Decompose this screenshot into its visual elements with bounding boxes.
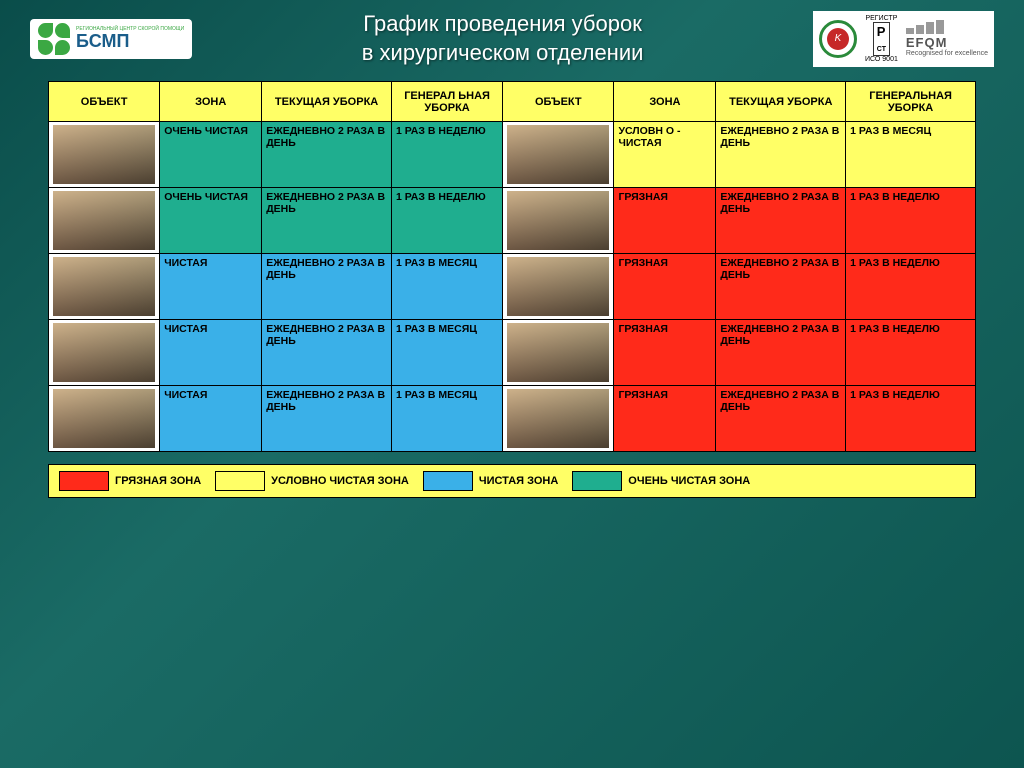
general-cell: 1 РАЗ В МЕСЯЦ <box>391 254 502 320</box>
object-photo <box>503 254 614 320</box>
th-object2: ОБЪЕКТ <box>503 82 614 122</box>
zone-cell: УСЛОВН О - ЧИСТАЯ <box>614 122 716 188</box>
cleaning-schedule-table: ОБЪЕКТ ЗОНА ТЕКУЩАЯ УБОРКА ГЕНЕРАЛ ЬНАЯ … <box>48 81 976 452</box>
efqm-sub: Recognised for excellence <box>906 50 988 57</box>
current-cell: ЕЖЕДНЕВНО 2 РАЗА В ДЕНЬ <box>262 254 392 320</box>
object-photo <box>503 122 614 188</box>
legend-item: ЧИСТАЯ ЗОНА <box>423 471 558 491</box>
object-photo <box>49 320 160 386</box>
legend-swatch <box>59 471 109 491</box>
th-zone2: ЗОНА <box>614 82 716 122</box>
legend-label: ГРЯЗНАЯ ЗОНА <box>115 475 201 487</box>
pct-top: РЕГИСТР <box>865 15 897 22</box>
legend-label: УСЛОВНО ЧИСТАЯ ЗОНА <box>271 475 409 487</box>
legend-item: ГРЯЗНАЯ ЗОНА <box>59 471 201 491</box>
legend-label: ЧИСТАЯ ЗОНА <box>479 475 558 487</box>
header: РЕГИОНАЛЬНЫЙ ЦЕНТР СКОРОЙ ПОМОЩИ БСМП Гр… <box>0 0 1024 73</box>
table-row: ОЧЕНЬ ЧИСТАЯЕЖЕДНЕВНО 2 РАЗА В ДЕНЬ1 РАЗ… <box>49 122 976 188</box>
general-cell: 1 РАЗ В НЕДЕЛЮ <box>391 188 502 254</box>
general-cell: 1 РАЗ В МЕСЯЦ <box>391 320 502 386</box>
legend-label: ОЧЕНЬ ЧИСТАЯ ЗОНА <box>628 475 750 487</box>
logo-title: БСМП <box>76 32 184 50</box>
zone-cell: ГРЯЗНАЯ <box>614 188 716 254</box>
general-cell: 1 РАЗ В НЕДЕЛЮ <box>846 188 976 254</box>
th-current2: ТЕКУЩАЯ УБОРКА <box>716 82 846 122</box>
legend-swatch <box>215 471 265 491</box>
general-cell: 1 РАЗ В МЕСЯЦ <box>846 122 976 188</box>
logo-text: РЕГИОНАЛЬНЫЙ ЦЕНТР СКОРОЙ ПОМОЩИ БСМП <box>76 27 184 50</box>
logo-bsmp: РЕГИОНАЛЬНЫЙ ЦЕНТР СКОРОЙ ПОМОЩИ БСМП <box>30 19 192 59</box>
zone-cell: ГРЯЗНАЯ <box>614 320 716 386</box>
current-cell: ЕЖЕДНЕВНО 2 РАЗА В ДЕНЬ <box>716 320 846 386</box>
current-cell: ЕЖЕДНЕВНО 2 РАЗА В ДЕНЬ <box>716 122 846 188</box>
object-photo <box>49 188 160 254</box>
current-cell: ЕЖЕДНЕВНО 2 РАЗА В ДЕНЬ <box>262 122 392 188</box>
current-cell: ЕЖЕДНЕВНО 2 РАЗА В ДЕНЬ <box>716 188 846 254</box>
th-general: ГЕНЕРАЛ ЬНАЯ УБОРКА <box>391 82 502 122</box>
object-photo <box>503 386 614 452</box>
th-general2: ГЕНЕРАЛЬНАЯ УБОРКА <box>846 82 976 122</box>
general-cell: 1 РАЗ В НЕДЕЛЮ <box>846 320 976 386</box>
object-photo <box>49 254 160 320</box>
quality-badge-icon: K <box>819 20 857 58</box>
legend-swatch <box>423 471 473 491</box>
th-current: ТЕКУЩАЯ УБОРКА <box>262 82 392 122</box>
zone-cell: ГРЯЗНАЯ <box>614 386 716 452</box>
legend-item: УСЛОВНО ЧИСТАЯ ЗОНА <box>215 471 409 491</box>
efqm-text: EFQM <box>906 35 988 50</box>
current-cell: ЕЖЕДНЕВНО 2 РАЗА В ДЕНЬ <box>262 188 392 254</box>
current-cell: ЕЖЕДНЕВНО 2 РАЗА В ДЕНЬ <box>716 254 846 320</box>
zone-cell: ОЧЕНЬ ЧИСТАЯ <box>160 188 262 254</box>
content: ОБЪЕКТ ЗОНА ТЕКУЩАЯ УБОРКА ГЕНЕРАЛ ЬНАЯ … <box>0 73 1024 498</box>
legend-swatch <box>572 471 622 491</box>
clover-icon <box>38 23 70 55</box>
general-cell: 1 РАЗ В НЕДЕЛЮ <box>846 386 976 452</box>
zone-cell: ЧИСТАЯ <box>160 254 262 320</box>
pct-sub: ИСО 9001 <box>865 56 898 63</box>
header-row: ОБЪЕКТ ЗОНА ТЕКУЩАЯ УБОРКА ГЕНЕРАЛ ЬНАЯ … <box>49 82 976 122</box>
object-photo <box>49 386 160 452</box>
zone-cell: ГРЯЗНАЯ <box>614 254 716 320</box>
general-cell: 1 РАЗ В НЕДЕЛЮ <box>391 122 502 188</box>
zone-cell: ОЧЕНЬ ЧИСТАЯ <box>160 122 262 188</box>
general-cell: 1 РАЗ В МЕСЯЦ <box>391 386 502 452</box>
table-row: ЧИСТАЯЕЖЕДНЕВНО 2 РАЗА В ДЕНЬ1 РАЗ В МЕС… <box>49 320 976 386</box>
pct-badge: РЕГИСТР PCT ИСО 9001 <box>865 15 898 63</box>
title-line1: График проведения уборок <box>362 10 644 39</box>
current-cell: ЕЖЕДНЕВНО 2 РАЗА В ДЕНЬ <box>262 386 392 452</box>
object-photo <box>503 188 614 254</box>
table-row: ОЧЕНЬ ЧИСТАЯЕЖЕДНЕВНО 2 РАЗА В ДЕНЬ1 РАЗ… <box>49 188 976 254</box>
page-title: График проведения уборок в хирургическом… <box>362 10 644 67</box>
current-cell: ЕЖЕДНЕВНО 2 РАЗА В ДЕНЬ <box>716 386 846 452</box>
general-cell: 1 РАЗ В НЕДЕЛЮ <box>846 254 976 320</box>
efqm-badge: EFQM Recognised for excellence <box>906 20 988 57</box>
legend: ГРЯЗНАЯ ЗОНА УСЛОВНО ЧИСТАЯ ЗОНА ЧИСТАЯ ЗО… <box>48 464 976 498</box>
current-cell: ЕЖЕДНЕВНО 2 РАЗА В ДЕНЬ <box>262 320 392 386</box>
zone-cell: ЧИСТАЯ <box>160 320 262 386</box>
th-zone: ЗОНА <box>160 82 262 122</box>
zone-cell: ЧИСТАЯ <box>160 386 262 452</box>
table-row: ЧИСТАЯЕЖЕДНЕВНО 2 РАЗА В ДЕНЬ1 РАЗ В МЕС… <box>49 386 976 452</box>
table-row: ЧИСТАЯЕЖЕДНЕВНО 2 РАЗА В ДЕНЬ1 РАЗ В МЕС… <box>49 254 976 320</box>
th-object: ОБЪЕКТ <box>49 82 160 122</box>
title-line2: в хирургическом отделении <box>362 39 644 68</box>
cert-logos: K РЕГИСТР PCT ИСО 9001 EFQM Recognised f… <box>813 11 994 67</box>
object-photo <box>503 320 614 386</box>
legend-item: ОЧЕНЬ ЧИСТАЯ ЗОНА <box>572 471 750 491</box>
object-photo <box>49 122 160 188</box>
